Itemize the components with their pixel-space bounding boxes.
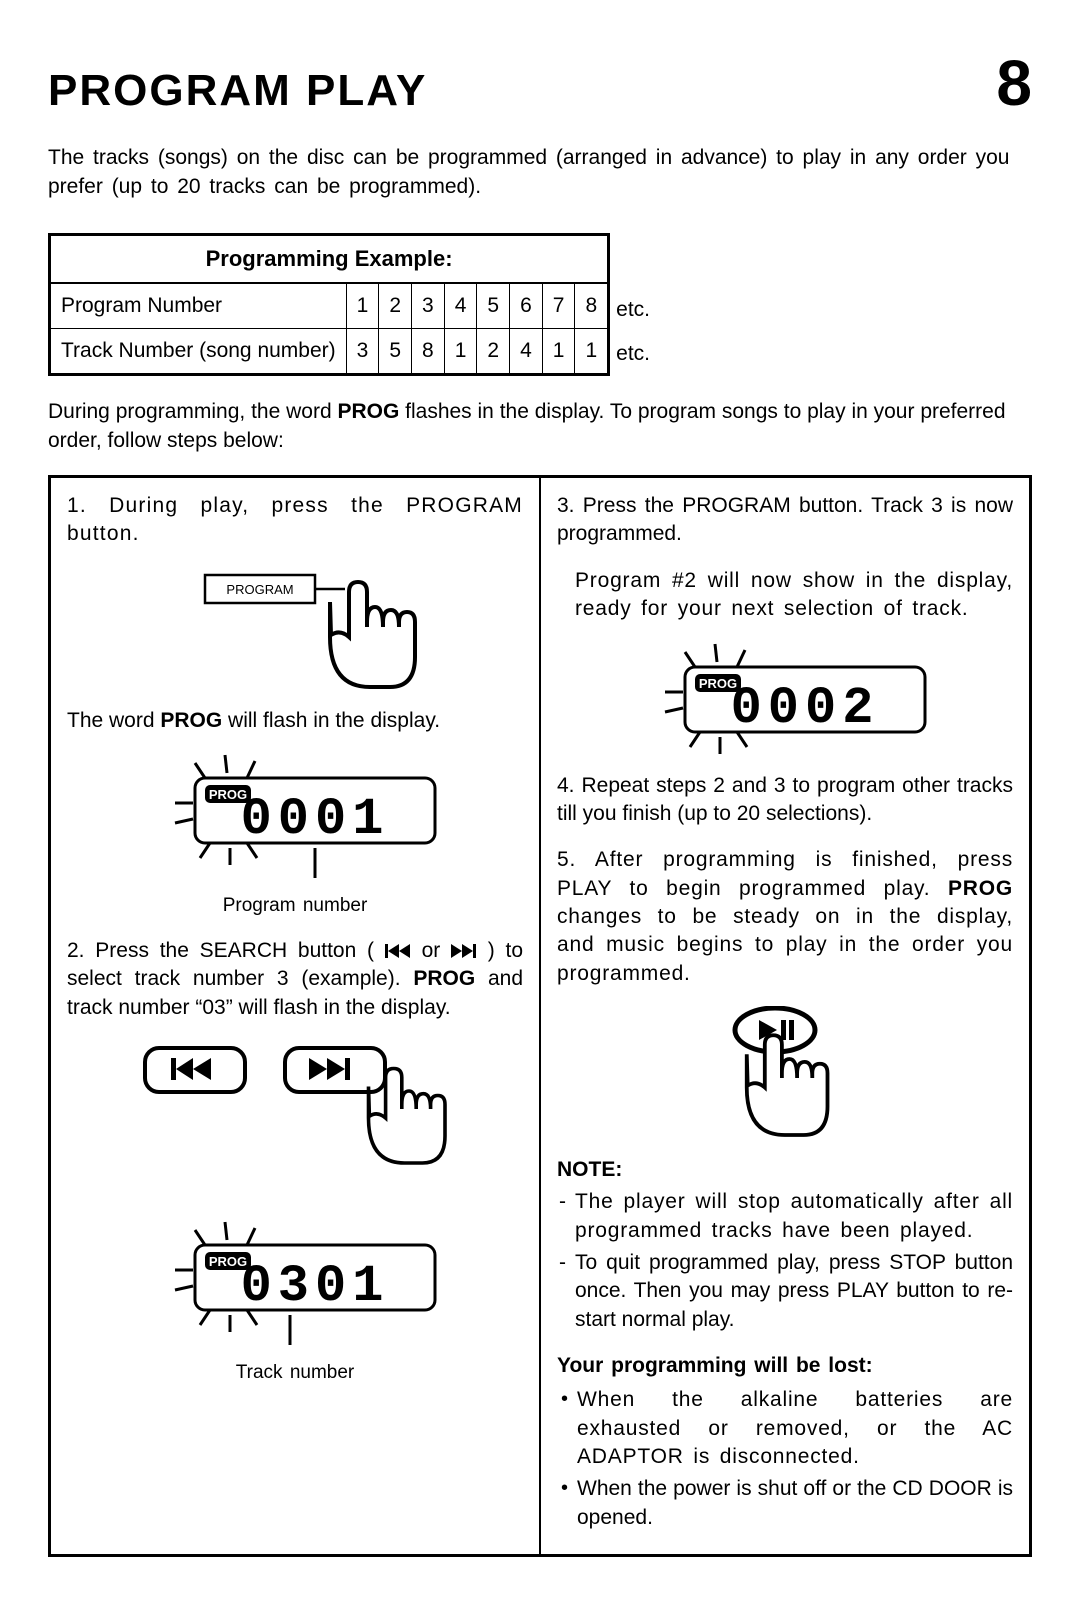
note-list: The player will stop automatically after… <box>557 1188 1013 1334</box>
prog-bold: PROG <box>948 877 1013 900</box>
note-heading: NOTE: <box>557 1156 1013 1184</box>
cell: 4 <box>444 283 477 329</box>
prog-bold: PROG <box>337 400 399 423</box>
step-1: 1. During play, press the PROGRAM button… <box>67 492 523 549</box>
program-button-label: PROGRAM <box>226 582 293 597</box>
table-row: Track Number (song number) 3 5 8 1 2 4 1… <box>50 329 609 375</box>
lost-list: When the alkaline batteries are exhauste… <box>557 1386 1013 1532</box>
figure-play-button <box>557 1006 1013 1146</box>
step-3: 3. Press the PROGRAM button. Track 3 is … <box>557 492 1013 549</box>
text: changes to be steady on in the display, … <box>557 905 1013 985</box>
cell: 2 <box>379 283 412 329</box>
left-column: 1. During play, press the PROGRAM button… <box>51 478 541 1554</box>
cell: 2 <box>477 329 510 375</box>
figure-display-0002: PROG 0002 <box>557 642 1013 762</box>
cell: 5 <box>477 283 510 329</box>
display-digits: 0301 <box>241 1257 390 1316</box>
page-title: PROGRAM PLAY <box>48 61 427 120</box>
step-5: 5. After programming is finished, press … <box>557 846 1013 988</box>
etc-label: etc. <box>610 332 656 376</box>
steps-panel: 1. During play, press the PROGRAM button… <box>48 475 1032 1557</box>
cell: 1 <box>346 283 379 329</box>
lost-heading: Your programming will be lost: <box>557 1352 1013 1380</box>
prog-bold: PROG <box>160 709 222 732</box>
cell: 3 <box>412 283 445 329</box>
text: During programming, the word <box>48 400 337 423</box>
cell: 8 <box>412 329 445 375</box>
cell: 3 <box>346 329 379 375</box>
text: will flash in the display. <box>222 709 440 732</box>
figure-display-0001: PROG 0001 <box>67 753 523 883</box>
figure-caption: Track number <box>67 1360 523 1386</box>
step-3-sub: Program #2 will now show in the display,… <box>557 567 1013 624</box>
row-label: Program Number <box>50 283 347 329</box>
right-column: 3. Press the PROGRAM button. Track 3 is … <box>541 478 1029 1554</box>
next-track-icon <box>451 944 477 958</box>
page-number: 8 <box>996 40 1032 126</box>
cell: 8 <box>575 283 609 329</box>
cell: 5 <box>379 329 412 375</box>
cell: 1 <box>575 329 609 375</box>
prog-bold: PROG <box>413 967 475 990</box>
note-item: The player will stop automatically after… <box>557 1188 1013 1245</box>
figure-display-0301: PROG 0301 <box>67 1220 523 1350</box>
intro-text: The tracks (songs) on the disc can be pr… <box>48 144 1032 201</box>
step-2: 2. Press the SEARCH button ( or ) to sel… <box>67 937 523 1022</box>
during-programming-text: During programming, the word PROG flashe… <box>48 398 1032 455</box>
figure-search-buttons <box>67 1040 523 1190</box>
row-label: Track Number (song number) <box>50 329 347 375</box>
step-1-result: The word PROG will flash in the display. <box>67 707 523 735</box>
lost-item: When the power is shut off or the CD DOO… <box>557 1475 1013 1532</box>
text: 2. Press the SEARCH button ( <box>67 939 385 962</box>
figure-caption: Program number <box>67 893 523 919</box>
step-4: 4. Repeat steps 2 and 3 to program other… <box>557 772 1013 829</box>
cell: 1 <box>444 329 477 375</box>
cell: 6 <box>510 283 543 329</box>
text: or <box>422 939 451 962</box>
cell: 4 <box>510 329 543 375</box>
etc-label: etc. <box>610 288 656 332</box>
programming-example-table: Programming Example: Program Number 1 2 … <box>48 233 1032 376</box>
table-caption: Programming Example: <box>50 235 609 283</box>
note-item: To quit programmed play, press STOP butt… <box>557 1249 1013 1334</box>
hand-icon <box>330 582 415 687</box>
display-digits: 0001 <box>241 790 390 849</box>
display-digits: 0002 <box>731 679 880 738</box>
cell: 7 <box>542 283 575 329</box>
prev-track-icon <box>385 944 411 958</box>
lost-item: When the alkaline batteries are exhauste… <box>557 1386 1013 1471</box>
text: 5. After programming is finished, press … <box>557 848 1013 899</box>
cell: 1 <box>542 329 575 375</box>
figure-program-button: PROGRAM <box>67 567 523 697</box>
table-row: Program Number 1 2 3 4 5 6 7 8 <box>50 283 609 329</box>
text: The word <box>67 709 160 732</box>
